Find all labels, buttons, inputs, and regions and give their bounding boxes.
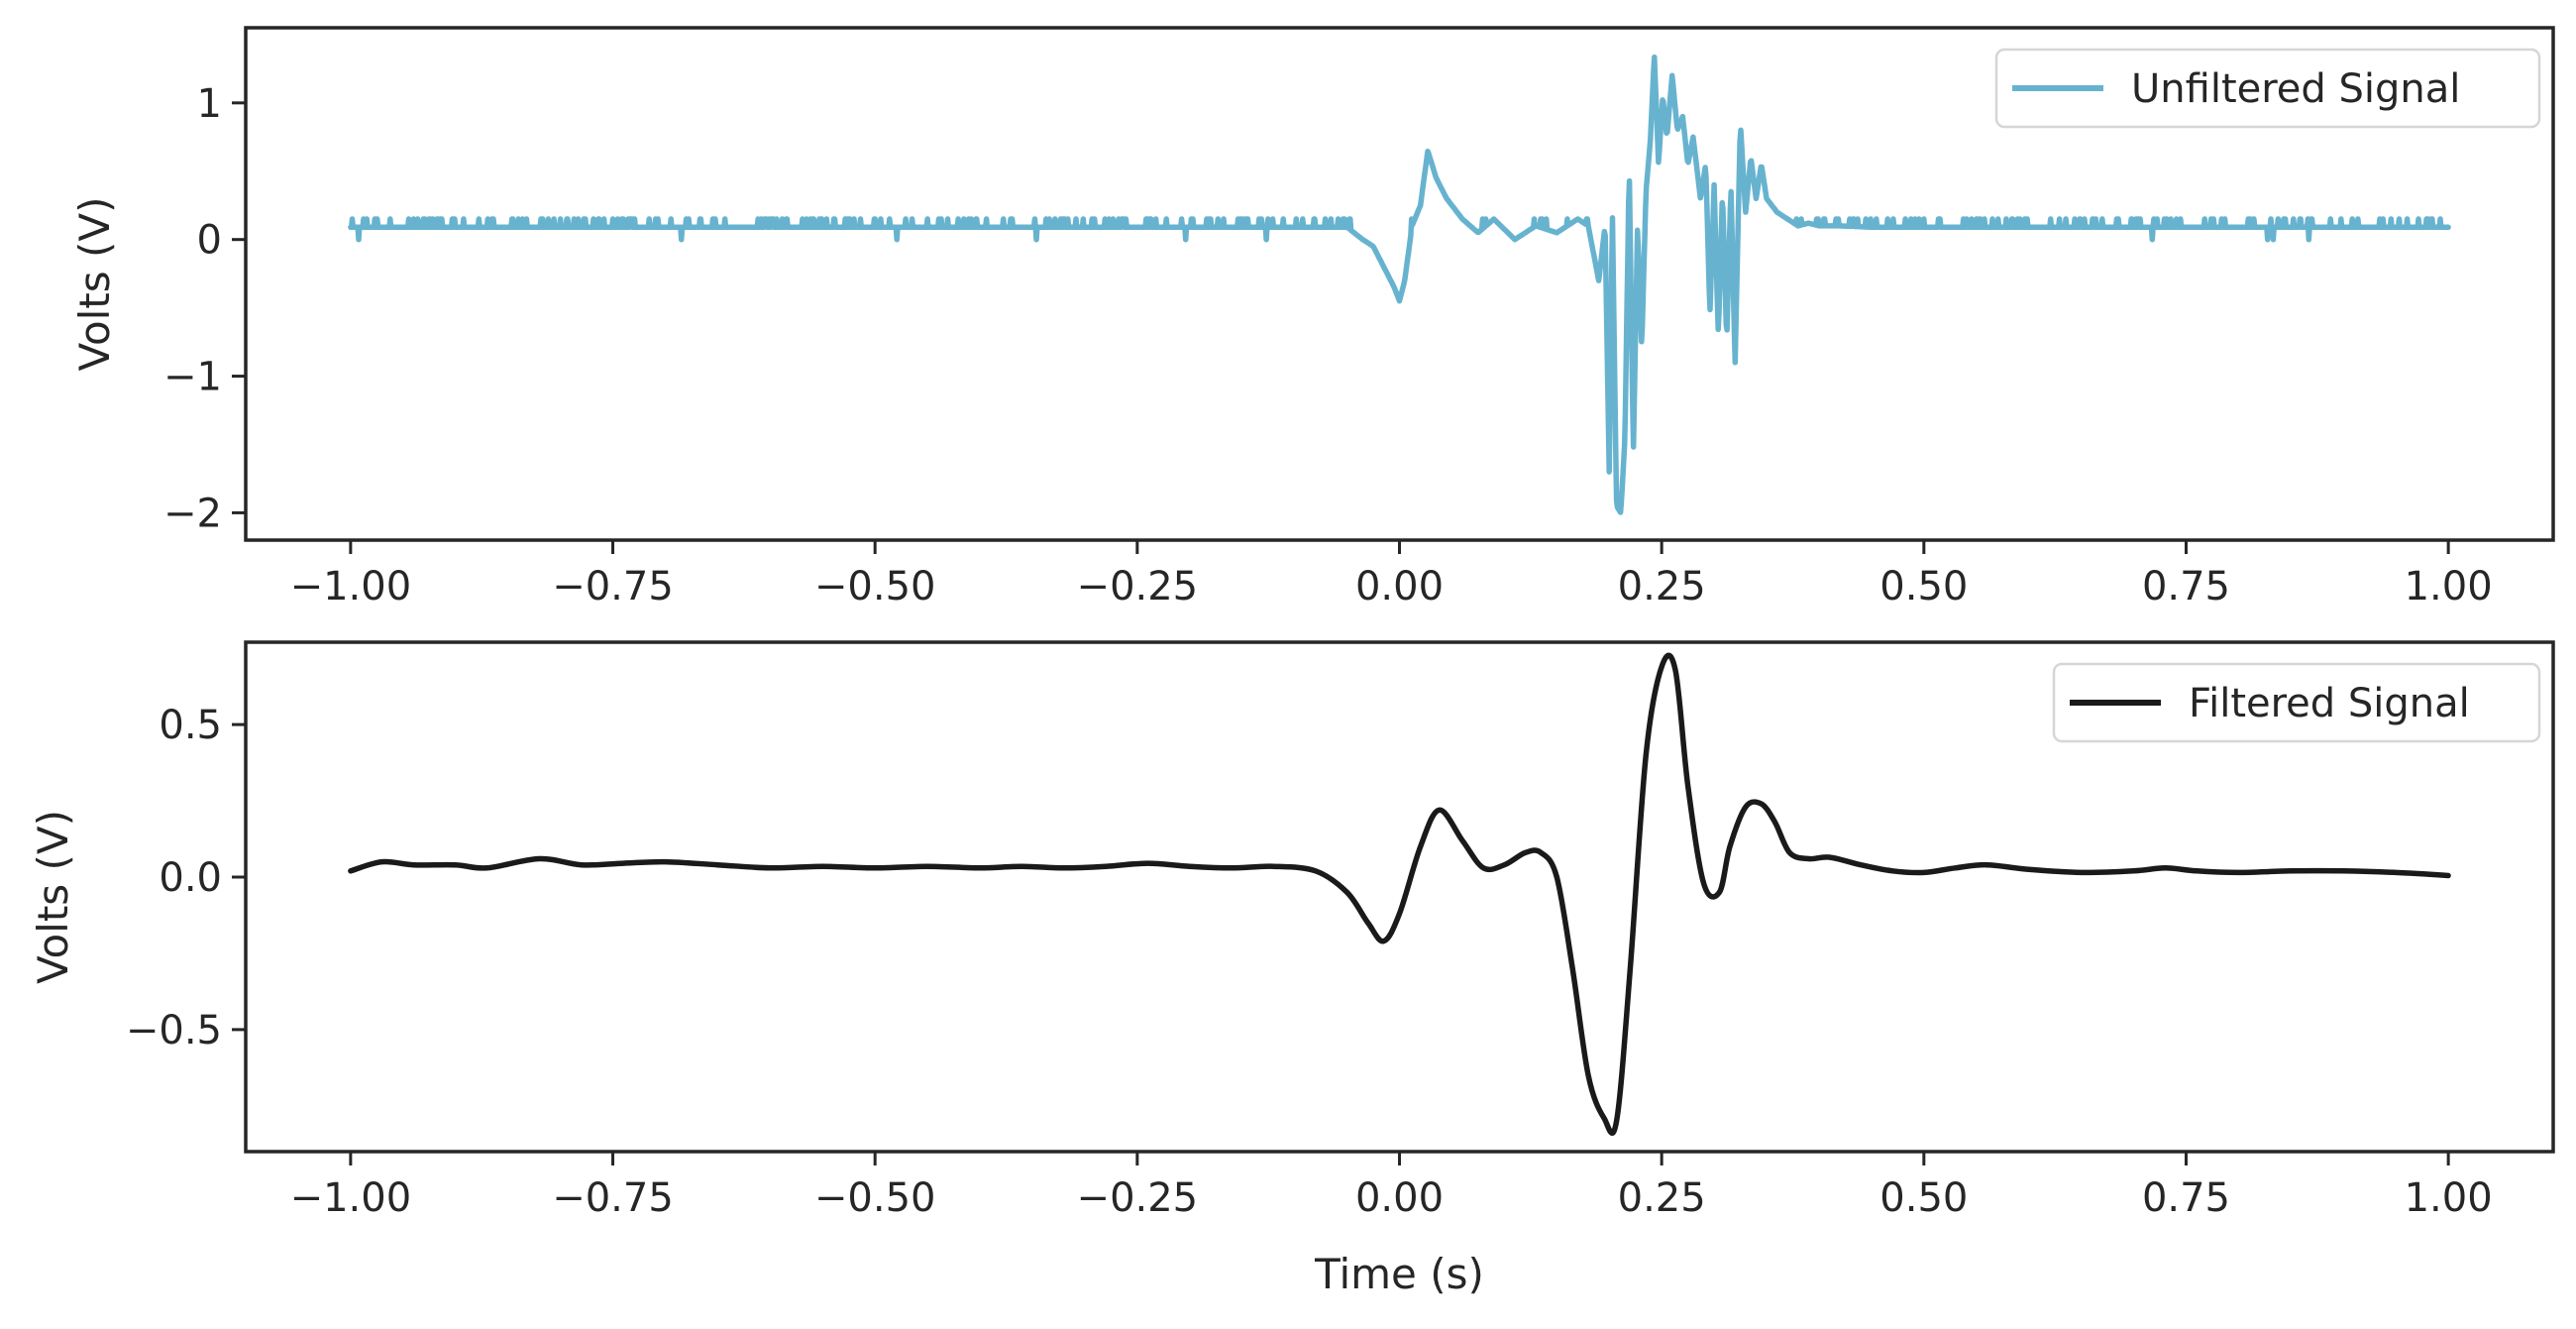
x-tick-label: −0.25 [1077,1175,1199,1221]
top-panel-unfiltered: −1.00 −0.75 −0.50 −0.25 0.00 0.25 0.50 0.75 1.00… [70,26,2555,609]
legend: Filtered Signal [2052,662,2541,743]
y-tick-label: 1 [197,81,222,127]
x-tick-label: −0.25 [1077,564,1199,609]
x-tick-label: 0.75 [2142,564,2230,609]
y-tick-label: 0.5 [159,703,222,748]
legend-box [1994,48,2541,129]
legend: Unfiltered Signal [1994,48,2541,129]
x-tick-label: −0.75 [552,564,674,609]
legend-label: Unfiltered Signal [2131,66,2460,112]
x-tick-label: 0.50 [1879,564,1968,609]
x-tick-label: −0.50 [814,564,936,609]
y-tick-label: −1 [163,355,222,400]
x-tick-label: 1.00 [2405,1175,2493,1221]
y-axis-label: Volts (V) [70,196,119,371]
series-line-0 [348,54,2451,515]
x-tick-label: 0.00 [1355,564,1444,609]
bottom-panel-filtered: −1.00 −0.75 −0.50 −0.25 0.00 0.25 0.50 0.75 1.00… [29,640,2555,1298]
y-axis-label: Volts (V) [29,810,77,984]
legend-box [2052,662,2541,743]
legend-label: Filtered Signal [2189,681,2470,726]
x-tick-label: −0.50 [814,1175,936,1221]
x-tick-label: 0.25 [1618,564,1706,609]
x-tick-label: −1.00 [290,1175,412,1221]
series-line-0 [348,652,2451,1137]
y-tick-label: −2 [163,491,222,536]
x-tick-label: 0.25 [1618,1175,1706,1221]
x-tick-label: 1.00 [2405,564,2493,609]
y-tick-label: 0.0 [159,855,222,901]
x-axis-label: Time (s) [1314,1250,1484,1298]
x-tick-label: 0.75 [2142,1175,2230,1221]
x-tick-label: −1.00 [290,564,412,609]
x-tick-label: 0.00 [1355,1175,1444,1221]
y-tick-label: 0 [197,218,222,264]
x-tick-label: −0.75 [552,1175,674,1221]
y-tick-label: −0.5 [126,1008,222,1053]
x-tick-label: 0.50 [1879,1175,1968,1221]
